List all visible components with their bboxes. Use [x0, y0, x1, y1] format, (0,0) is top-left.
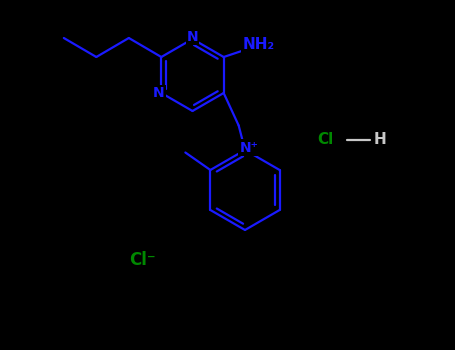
- Text: N⁺: N⁺: [240, 140, 258, 154]
- Text: H: H: [374, 133, 386, 147]
- Text: NH₂: NH₂: [243, 37, 275, 52]
- Text: Cl⁻: Cl⁻: [129, 251, 156, 269]
- Text: Cl: Cl: [317, 133, 333, 147]
- Text: N: N: [187, 30, 198, 44]
- Text: N: N: [153, 86, 165, 100]
